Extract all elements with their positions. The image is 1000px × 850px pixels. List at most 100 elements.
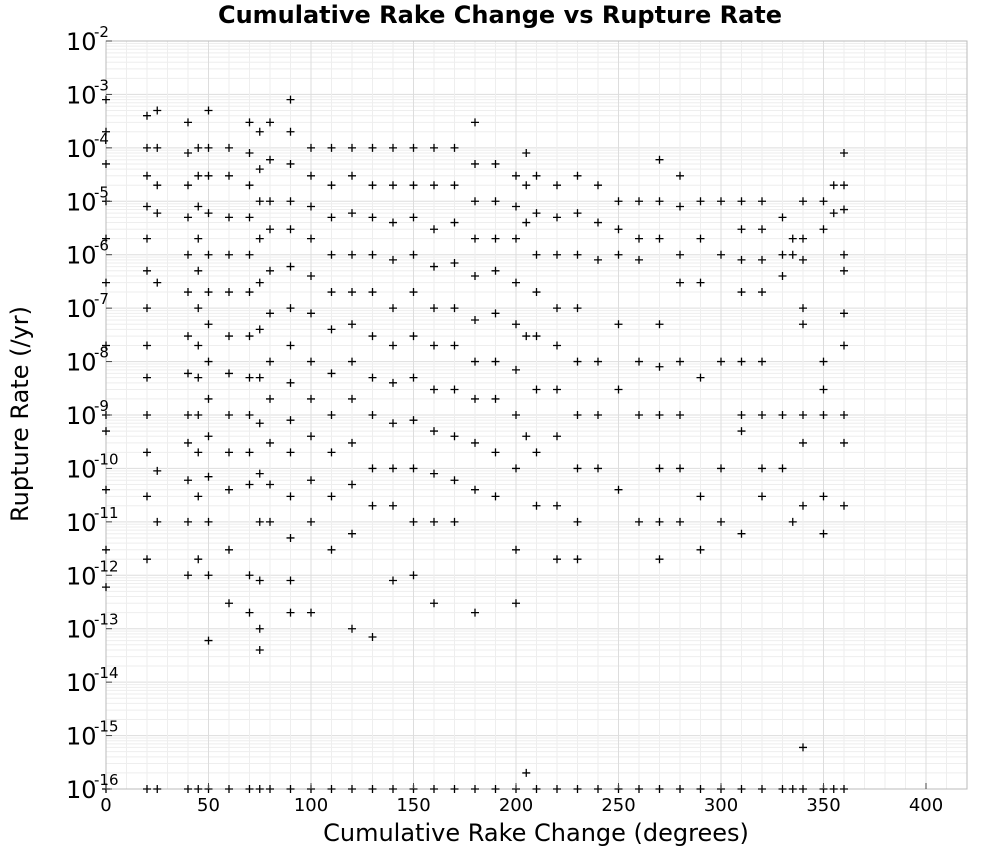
data-point [184,785,192,793]
chart-title: Cumulative Rake Change vs Rupture Rate [218,1,782,29]
data-point [635,197,643,206]
data-point [327,448,336,457]
data-point [266,118,274,127]
data-point [799,785,807,793]
y-tick-base: 10 [66,723,97,751]
y-tick-base: 10 [66,349,97,377]
data-point [153,106,162,115]
data-point [512,464,520,473]
data-point [245,250,254,259]
data-point [184,288,192,297]
y-tick-base: 10 [66,135,97,163]
data-point [307,357,315,366]
data-point [184,438,192,447]
data-point [307,234,315,243]
data-point [655,320,664,329]
data-point [225,545,233,554]
data-point [522,768,531,777]
data-point [286,127,295,136]
data-point [758,411,766,419]
data-point [840,266,848,275]
data-point [348,250,356,259]
data-point [614,197,623,206]
y-axis-label: Rupture Rate (/yr) [6,306,34,522]
data-point [143,304,151,313]
data-point [450,476,459,485]
data-point [184,118,192,127]
data-point [696,492,705,501]
data-point [348,209,356,218]
data-point [676,278,684,287]
y-tick-exponent: -9 [94,397,109,415]
data-point [430,181,438,190]
data-point [758,288,766,297]
data-point [153,466,162,475]
data-point [225,332,233,341]
data-point [717,464,725,473]
data-point [102,427,110,436]
data-point [286,533,295,542]
data-point [840,411,848,419]
data-point [594,411,602,419]
data-point [471,159,479,168]
data-point [553,385,561,394]
data-point [778,785,787,793]
y-tick-base: 10 [66,616,97,644]
data-point [266,438,274,447]
data-point [471,118,479,127]
data-point [307,432,315,441]
data-point [348,438,356,447]
data-point [788,234,797,243]
data-point [553,341,561,350]
data-point [204,250,213,259]
data-point [348,394,356,403]
data-point [788,517,797,526]
data-point [737,225,746,234]
data-point [430,304,438,313]
data-point [573,464,582,473]
data-point [204,209,213,218]
data-point [368,411,377,419]
data-point [799,501,807,510]
data-point [194,448,203,457]
data-point [143,448,151,457]
data-point [184,476,192,485]
data-point [409,464,418,473]
data-point [788,250,797,259]
data-point [153,209,162,218]
data-point [450,517,459,526]
data-point [255,517,264,526]
data-point [553,181,561,190]
data-point [286,159,295,168]
data-point [327,213,336,222]
data-point [512,411,520,419]
data-point [255,325,264,334]
data-point [788,785,797,793]
data-point [368,501,377,510]
data-point [307,171,315,180]
data-point [245,118,254,127]
data-point [327,785,336,793]
data-point [204,143,213,152]
data-point [286,304,295,313]
data-point [491,357,500,366]
data-point [737,357,746,366]
data-point [430,262,438,271]
data-point [696,545,705,554]
data-point [512,202,520,211]
x-tick-label: 100 [294,795,328,816]
data-point [307,309,315,318]
data-point [799,320,807,329]
data-point [553,213,561,222]
data-point [778,213,787,222]
data-point [184,571,192,580]
data-point [491,309,500,318]
y-tick-exponent: -6 [94,237,109,255]
data-point [840,309,848,318]
data-point [266,225,274,234]
data-point [758,357,766,366]
data-point [829,181,838,190]
data-point [522,149,531,158]
data-point [204,288,213,297]
data-point [225,143,233,152]
